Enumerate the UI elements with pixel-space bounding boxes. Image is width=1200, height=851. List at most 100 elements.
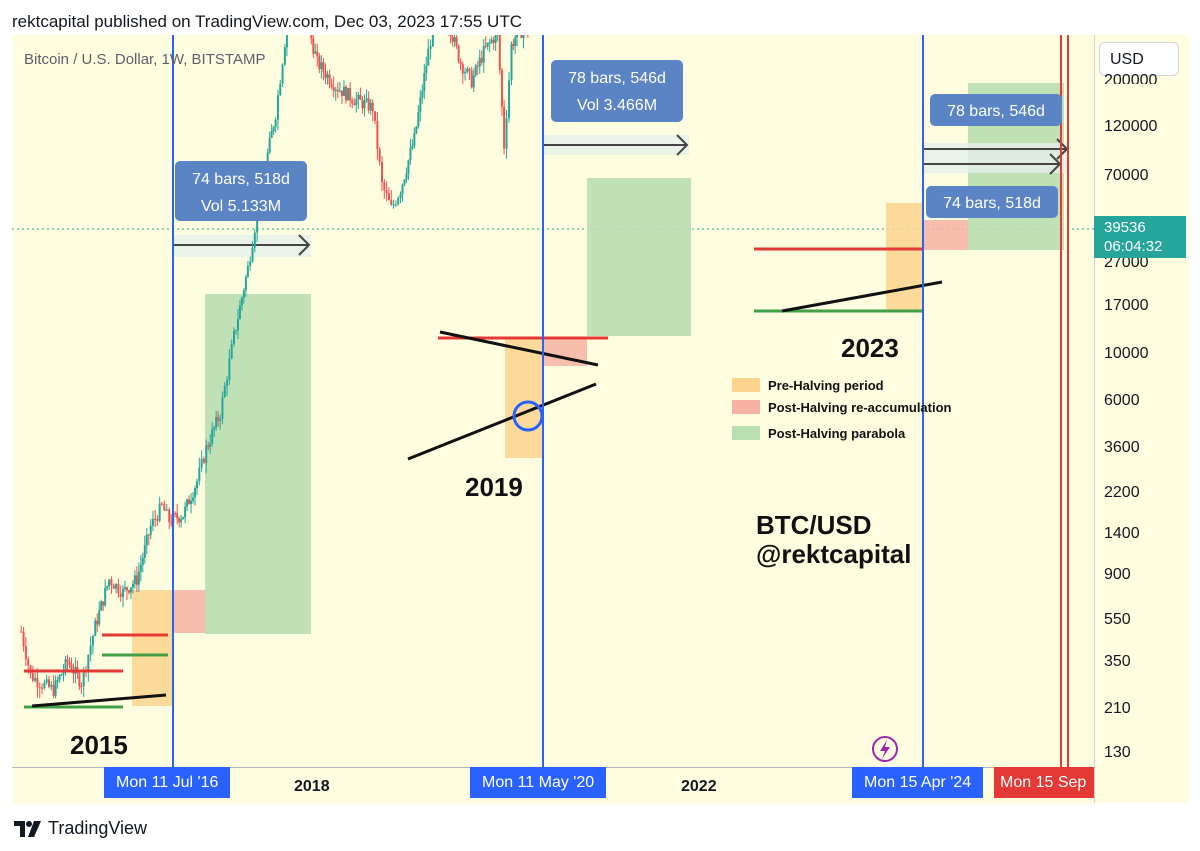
candle-body <box>233 330 235 345</box>
candle-body <box>117 583 120 594</box>
candle-body <box>54 680 57 696</box>
cycle-label-2019: 2019 <box>465 472 523 502</box>
trendline-2019-top <box>439 330 599 367</box>
candle-body <box>508 80 511 119</box>
candle-body <box>131 583 134 588</box>
candle-body <box>361 99 364 109</box>
price-tick: 70000 <box>1104 167 1149 184</box>
candle-body <box>431 35 434 47</box>
candle-body <box>62 670 65 675</box>
candle-body <box>492 39 495 43</box>
candle-body <box>123 587 126 589</box>
candle-body <box>110 579 113 586</box>
candle-body <box>50 684 53 687</box>
candle-body <box>279 83 282 96</box>
price-tick: 6000 <box>1104 392 1140 409</box>
bolt-icon[interactable] <box>872 736 898 762</box>
candle-body <box>285 35 288 48</box>
candle-body <box>371 102 374 112</box>
candle-body <box>143 545 146 558</box>
candle-body <box>500 69 503 107</box>
legend-label-2: Post-Halving re-accumulation <box>768 400 952 415</box>
candle-body <box>383 182 386 191</box>
price-tick: 27000 <box>1104 254 1149 271</box>
candle-body <box>390 200 393 205</box>
watermark-line2: @rektcapital <box>756 539 911 569</box>
candle-body <box>374 111 377 121</box>
price-tick: 17000 <box>1104 297 1149 314</box>
candle-body <box>516 35 519 38</box>
candle-body <box>332 86 335 91</box>
measure-label-2-line2: Vol 3.466M <box>577 97 657 114</box>
candle-body <box>363 100 366 109</box>
price-tick: 550 <box>1104 611 1131 628</box>
candle-body <box>451 36 454 42</box>
zone-pre-halving-2016 <box>132 590 172 706</box>
candle-body <box>468 68 471 71</box>
price-tick: 210 <box>1104 700 1131 717</box>
candle-body <box>240 297 243 306</box>
candle-body <box>484 45 487 47</box>
candle-body <box>215 417 218 428</box>
price-axis[interactable] <box>1094 35 1189 803</box>
candle-body <box>45 679 48 683</box>
zone-parabola-2017 <box>205 294 311 634</box>
candle-body <box>326 74 329 78</box>
candle-body <box>80 686 83 688</box>
candle-body <box>82 669 85 687</box>
candle-body <box>147 534 150 536</box>
candle-body <box>211 429 214 444</box>
candle-body <box>94 620 97 636</box>
candle-body <box>505 118 508 149</box>
trendline-2019-bottom <box>407 382 597 461</box>
candle-body <box>476 65 479 67</box>
candle-body <box>127 590 130 593</box>
candle-body <box>409 148 412 161</box>
candle-body <box>355 99 358 106</box>
candle-body <box>365 98 368 101</box>
legend-label-1: Pre-Halving period <box>768 378 884 393</box>
chart-area[interactable]: 74 bars, 518d Vol 5.133M 78 bars, 546d V… <box>12 35 1094 803</box>
candle-body <box>276 95 279 120</box>
candle-body <box>223 386 226 398</box>
footer-brand[interactable]: TradingView <box>14 818 147 839</box>
candle-body <box>29 665 32 673</box>
cycle-label-2023: 2023 <box>841 333 899 363</box>
candle-body <box>369 102 372 111</box>
candle-body <box>359 94 362 100</box>
watermark-line1: BTC/USD <box>756 510 872 540</box>
current-price-value: 39536 <box>1104 219 1146 236</box>
candle-body <box>310 35 313 39</box>
candle-body <box>385 190 388 194</box>
candle-body <box>135 575 138 585</box>
candle-body <box>244 276 247 291</box>
candle-body <box>342 86 345 96</box>
zone-reaccum-2016 <box>172 590 205 633</box>
candle-body <box>70 665 73 672</box>
candle-body <box>470 70 473 88</box>
chart-canvas[interactable]: 74 bars, 518d Vol 5.133M 78 bars, 546d V… <box>12 35 1094 767</box>
candle-body <box>394 204 397 206</box>
candle-body <box>381 162 383 183</box>
candle-body <box>72 671 75 674</box>
price-tick: 1400 <box>1104 525 1140 542</box>
candle-body <box>145 534 148 546</box>
candle-body <box>494 35 497 43</box>
currency-button[interactable]: USD <box>1099 42 1179 76</box>
candle-body <box>401 184 404 195</box>
candle-body <box>425 65 428 74</box>
measure-label-2-line1: 78 bars, 546d <box>568 70 666 87</box>
candle-body <box>421 91 424 98</box>
zone-reaccum-2024 <box>923 220 968 250</box>
candle-body <box>22 631 25 647</box>
candle-body <box>122 588 124 598</box>
time-tick-2022: 2022 <box>681 778 717 795</box>
candle-body <box>514 37 517 46</box>
candle-body <box>149 525 152 535</box>
candle-body <box>238 305 241 320</box>
candle-body <box>165 509 168 511</box>
footer-brand-label: TradingView <box>48 818 148 838</box>
candle-body <box>190 500 193 505</box>
price-tick: 130 <box>1104 744 1131 761</box>
candle-body <box>405 173 408 180</box>
